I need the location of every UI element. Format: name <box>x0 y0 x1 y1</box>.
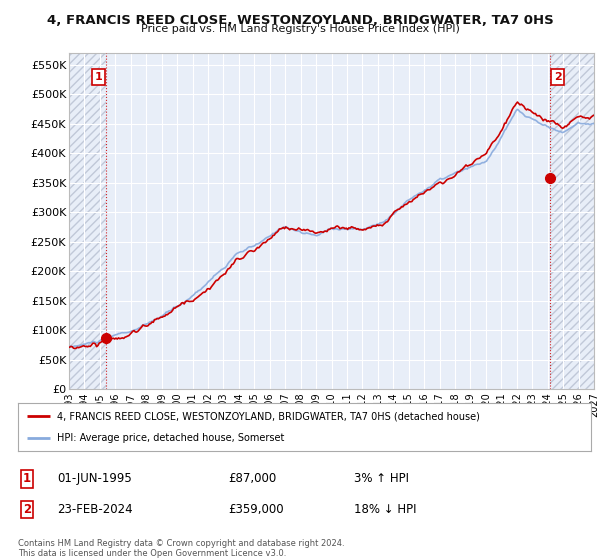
Text: 18% ↓ HPI: 18% ↓ HPI <box>354 503 416 516</box>
Text: 4, FRANCIS REED CLOSE, WESTONZOYLAND, BRIDGWATER, TA7 0HS: 4, FRANCIS REED CLOSE, WESTONZOYLAND, BR… <box>47 14 553 27</box>
Text: 4, FRANCIS REED CLOSE, WESTONZOYLAND, BRIDGWATER, TA7 0HS (detached house): 4, FRANCIS REED CLOSE, WESTONZOYLAND, BR… <box>57 411 480 421</box>
Text: 01-JUN-1995: 01-JUN-1995 <box>57 472 132 486</box>
Text: 3% ↑ HPI: 3% ↑ HPI <box>354 472 409 486</box>
Text: Contains HM Land Registry data © Crown copyright and database right 2024.
This d: Contains HM Land Registry data © Crown c… <box>18 539 344 558</box>
Text: 23-FEB-2024: 23-FEB-2024 <box>57 503 133 516</box>
Text: £359,000: £359,000 <box>228 503 284 516</box>
Text: 1: 1 <box>23 472 31 486</box>
Text: 1: 1 <box>95 72 103 82</box>
Text: Price paid vs. HM Land Registry's House Price Index (HPI): Price paid vs. HM Land Registry's House … <box>140 24 460 34</box>
Text: 2: 2 <box>554 72 562 82</box>
Text: £87,000: £87,000 <box>228 472 276 486</box>
Text: HPI: Average price, detached house, Somerset: HPI: Average price, detached house, Some… <box>57 433 284 443</box>
Text: 2: 2 <box>23 503 31 516</box>
